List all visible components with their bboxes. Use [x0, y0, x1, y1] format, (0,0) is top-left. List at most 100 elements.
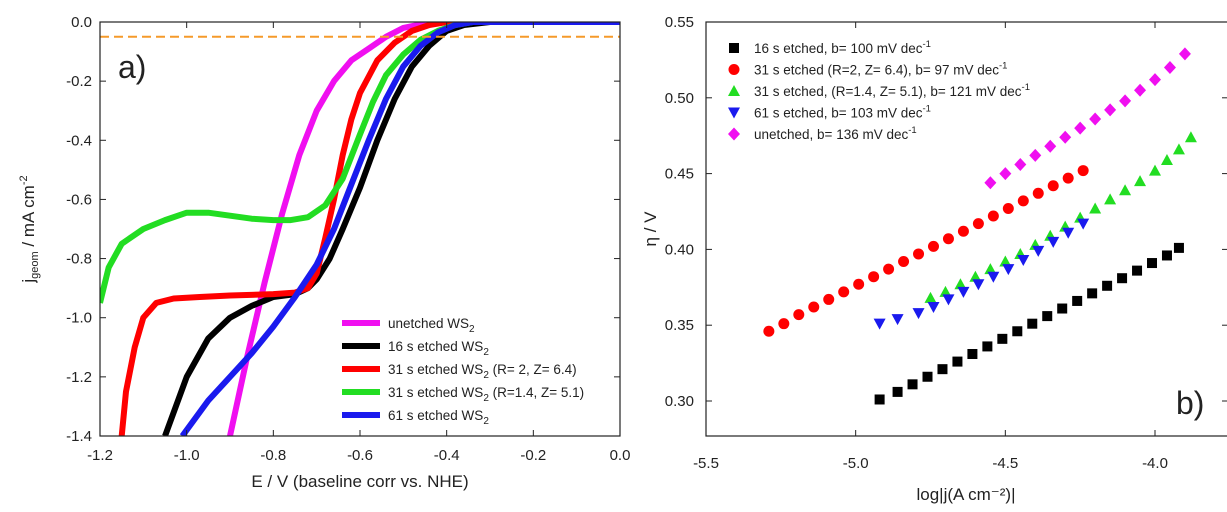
y-tick-label: -0.4	[66, 132, 92, 149]
panel-a-x-axis-label: E / V (baseline corr vs. NHE)	[251, 472, 468, 491]
x-tick-label: -0.8	[260, 447, 286, 464]
data-point-series-4	[1002, 264, 1015, 276]
data-point-series-2	[1002, 202, 1014, 214]
data-point-series-3	[924, 291, 937, 303]
data-point-series-2	[853, 278, 865, 290]
data-point-series-4	[873, 318, 886, 330]
legend-entry: 31 s etched WS2 (R= 2, Z= 6.4)	[388, 362, 577, 381]
data-point-series-4	[891, 314, 904, 326]
data-point-series-5	[1029, 148, 1042, 162]
data-point-series-1	[1102, 280, 1113, 291]
legend-entry: unetched WS2	[388, 316, 475, 335]
panel-a-label: a)	[118, 49, 146, 85]
y-tick-label: -0.8	[66, 251, 92, 268]
data-point-series-3	[969, 270, 982, 282]
data-point-series-1	[967, 349, 978, 360]
panel-a-ticks: -1.2 -1.0 -0.8 -0.6 -0.4 -0.2 0.0 0.0 -0.2 -0.4 -0…	[66, 14, 630, 464]
data-point-series-3	[1172, 143, 1185, 155]
y-tick-label: 0.55	[665, 14, 694, 31]
data-point-series-3	[1119, 184, 1132, 196]
data-point-series-2	[883, 263, 895, 275]
data-point-series-2	[942, 233, 954, 245]
panel-b-frame	[705, 21, 1227, 437]
data-point-series-5	[1104, 103, 1117, 117]
series-line-3	[118, 22, 620, 436]
data-point-series-4	[1032, 245, 1045, 257]
x-tick-label: -1.0	[174, 447, 200, 464]
data-point-series-5	[984, 176, 997, 190]
series-line-1	[227, 22, 620, 436]
x-tick-label: -0.4	[434, 447, 460, 464]
data-point-series-1	[1042, 311, 1053, 322]
data-point-series-1	[1012, 326, 1023, 337]
data-point-series-4	[1047, 236, 1060, 248]
data-point-series-4	[957, 286, 970, 298]
data-point-series-1	[874, 394, 885, 405]
data-point-series-1	[982, 341, 993, 352]
data-point-series-4	[987, 271, 1000, 283]
x-tick-label: -1.2	[87, 447, 113, 464]
data-point-series-1	[1057, 303, 1068, 314]
data-point-series-2	[1047, 180, 1059, 192]
x-tick-label: -0.6	[347, 447, 373, 464]
data-point-series-4	[942, 294, 955, 306]
data-point-series-2	[1077, 165, 1089, 177]
panel-a: -1.2 -1.0 -0.8 -0.6 -0.4 -0.2 0.0 0.0 -0.2 -0.4 -0…	[18, 14, 630, 491]
data-point-series-1	[892, 386, 903, 397]
y-tick-label: -1.4	[66, 428, 92, 445]
legend-marker	[729, 43, 739, 53]
data-point-series-5	[1074, 121, 1087, 135]
data-point-series-2	[778, 318, 790, 330]
panel-a-legend: unetched WS2 16 s etched WS2 31 s etched W…	[342, 316, 584, 427]
panel-b: -5.5 -5.0 -4.5 -4.0 0.30 0.35 0.40 0.45 0.50 0.55…	[641, 14, 1227, 504]
data-point-series-2	[823, 293, 835, 305]
legend-marker	[728, 85, 740, 96]
panel-b-label: b)	[1176, 385, 1204, 421]
data-point-series-3	[954, 278, 967, 290]
data-point-series-2	[972, 218, 984, 230]
y-tick-label: -1.2	[66, 369, 92, 386]
data-point-series-1	[922, 371, 933, 382]
data-point-series-1	[1072, 295, 1083, 306]
x-tick-label: -4.5	[992, 455, 1018, 472]
data-point-series-2	[927, 240, 939, 252]
data-point-series-5	[1044, 139, 1057, 153]
y-tick-label: 0.45	[665, 166, 694, 183]
legend-entry: 31 s etched WS2 (R=1.4, Z= 5.1)	[388, 385, 584, 404]
data-point-series-5	[999, 167, 1012, 181]
y-tick-label: -1.0	[66, 310, 92, 327]
data-point-series-1	[1161, 250, 1172, 261]
legend-marker	[728, 107, 740, 119]
x-tick-label: -5.0	[843, 455, 869, 472]
panel-b-points	[763, 47, 1197, 405]
data-point-series-4	[1062, 227, 1075, 239]
data-point-series-1	[1027, 318, 1038, 329]
y-tick-label: -0.2	[66, 73, 92, 90]
data-point-series-1	[1132, 265, 1143, 276]
data-point-series-4	[927, 302, 940, 314]
data-point-series-1	[1087, 288, 1098, 299]
data-point-series-3	[1089, 202, 1102, 214]
data-point-series-1	[952, 356, 963, 367]
data-point-series-5	[1149, 73, 1161, 87]
data-point-series-2	[838, 286, 850, 298]
y-tick-label: 0.30	[665, 393, 694, 410]
data-point-series-3	[1184, 131, 1197, 143]
data-point-series-1	[997, 333, 1008, 344]
data-point-series-1	[937, 364, 948, 375]
legend-marker	[728, 64, 740, 75]
x-tick-label: -4.0	[1142, 455, 1168, 472]
legend-entry: 61 s etched WS2	[388, 408, 489, 427]
panel-b-ticks: -5.5 -5.0 -4.5 -4.0 0.30 0.35 0.40 0.45 0.50 0.55	[665, 14, 1227, 472]
legend-entry: 31 s etched (R=2, Z= 6.4), b= 97 mV dec-…	[754, 61, 1007, 78]
data-point-series-5	[1014, 158, 1027, 172]
data-point-series-1	[1147, 258, 1158, 269]
data-point-series-2	[987, 210, 999, 222]
data-point-series-4	[912, 308, 925, 320]
data-point-series-2	[913, 248, 925, 260]
y-tick-label: -0.6	[66, 191, 92, 208]
legend-entry: 31 s etched, (R=1.4, Z= 5.1), b= 121 mV …	[754, 82, 1030, 99]
panel-b-x-axis-label: log|j(A cm⁻²)|	[916, 485, 1015, 504]
